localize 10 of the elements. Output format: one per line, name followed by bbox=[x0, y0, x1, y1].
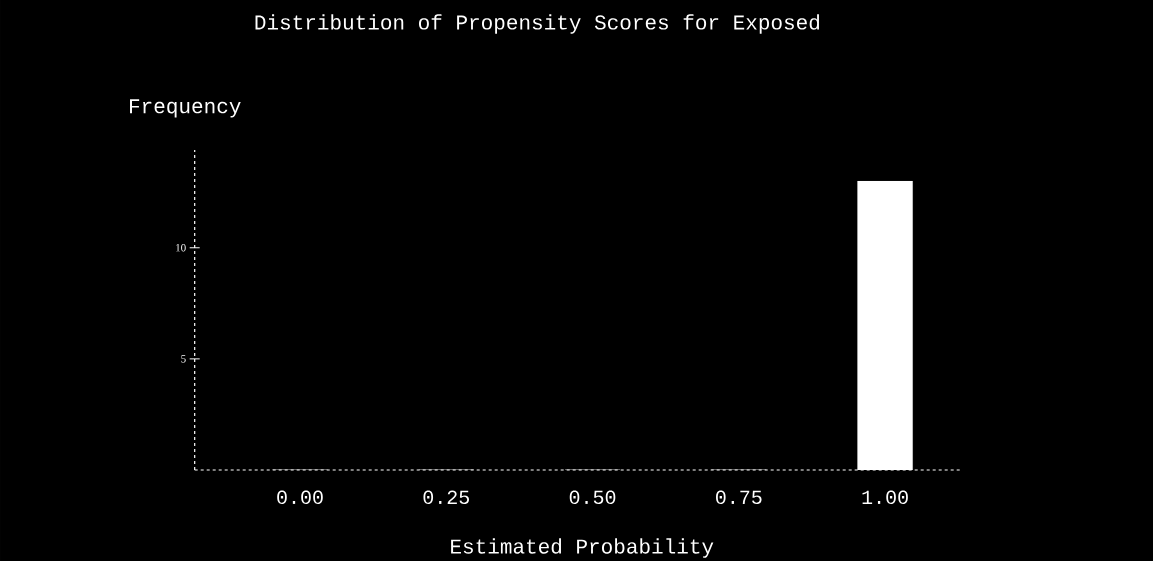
chart-title: Distribution of Propensity Scores for Exposed bbox=[255, 14, 820, 34]
y-tick-label: 5 bbox=[181, 355, 186, 363]
x-tick-label: 0.00 bbox=[277, 490, 323, 504]
x-tick-label: 1.00 bbox=[862, 490, 908, 504]
x-tick-label: 0.50 bbox=[569, 490, 616, 504]
y-tick-label: 10 bbox=[176, 243, 186, 252]
x-tick-label: 0.75 bbox=[716, 490, 762, 504]
y-axis-title: Frequency bbox=[130, 99, 241, 118]
x-tick-label: 0.25 bbox=[423, 490, 469, 504]
x-axis-title: Estimated Probability bbox=[451, 538, 714, 558]
